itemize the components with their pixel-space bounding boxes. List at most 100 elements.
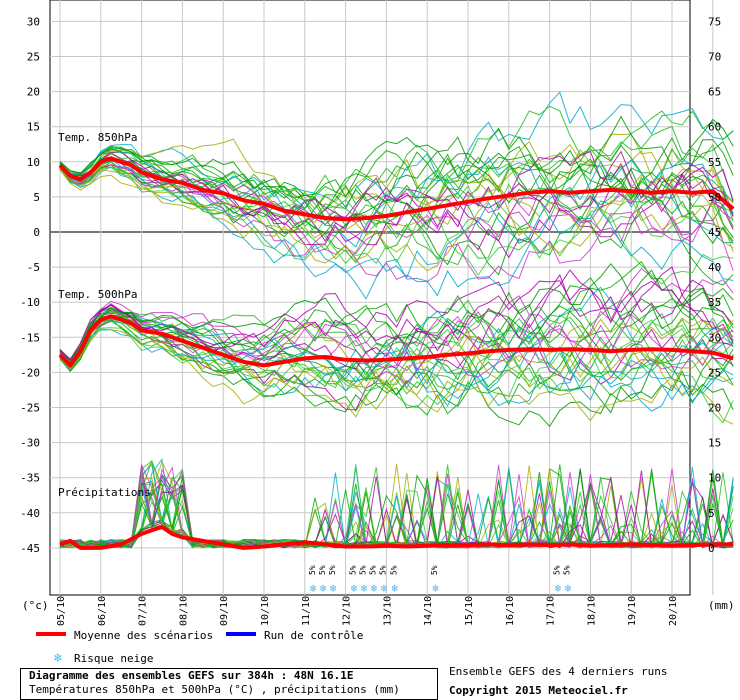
snow-risk-pct: 5% xyxy=(379,565,388,575)
y-right-tick-label: 35 xyxy=(708,296,721,309)
x-date-tick-label: 09/10 xyxy=(219,596,230,626)
label-precip: Précipitations xyxy=(58,486,151,499)
mean-lines xyxy=(58,156,735,550)
member-line-500 xyxy=(59,267,734,372)
y-left-tick-label: -35 xyxy=(20,472,40,485)
member-line-500 xyxy=(59,314,734,396)
y-right-tick-label: 15 xyxy=(708,437,721,450)
member-line-500 xyxy=(59,318,734,385)
legend-mean-label: Moyenne des scénarios xyxy=(74,629,214,642)
member-line-850 xyxy=(59,144,734,228)
y-left-tick-label: 0 xyxy=(33,226,40,239)
title-line1: Diagramme des ensembles GEFS sur 384h : … xyxy=(29,669,354,682)
member-line-500 xyxy=(59,320,734,428)
x-date-tick-label: 15/10 xyxy=(464,596,475,626)
y-right-tick-label: 45 xyxy=(708,226,721,239)
y-right-tick-label: 20 xyxy=(708,402,721,415)
x-date-tick-label: 11/10 xyxy=(301,596,312,626)
x-date-tick-label: 10/10 xyxy=(260,596,271,626)
y-right-tick-label: 10 xyxy=(708,472,721,485)
y-left-tick-label: 10 xyxy=(27,156,40,169)
member-line-850 xyxy=(59,115,734,198)
unit-left: (°c) xyxy=(22,599,49,612)
snowflake-icon: ❄ xyxy=(371,582,378,595)
member-line-850 xyxy=(59,164,734,259)
snow-risk-markers: 5%❄5%❄5%❄5%❄5%❄5%❄5%❄5%❄5%❄5%❄5%❄ xyxy=(308,565,572,595)
member-line-500 xyxy=(59,319,734,397)
snow-risk-pct: 5% xyxy=(369,565,378,575)
snowflake-icon: ❄ xyxy=(381,582,388,595)
member-line-500 xyxy=(59,308,734,369)
member-line-850 xyxy=(59,91,734,210)
snowflake-icon: ❄ xyxy=(361,582,368,595)
mean-line-0 xyxy=(58,156,735,222)
member-line-500 xyxy=(59,320,734,412)
member-line-850 xyxy=(59,118,734,221)
snowflake-icon: ❄ xyxy=(391,582,398,595)
title-line2: Températures 850hPa et 500hPa (°C) , pré… xyxy=(29,683,400,696)
x-date-tick-label: 14/10 xyxy=(423,596,434,626)
legend-snow-label: Risque neige xyxy=(74,652,154,665)
y-right-tick-label: 0 xyxy=(708,542,715,555)
member-line-500 xyxy=(59,299,734,381)
y-left-tick-label: 5 xyxy=(33,191,40,204)
snow-risk-pct: 5% xyxy=(553,565,562,575)
title-box: Diagramme des ensembles GEFS sur 384h : … xyxy=(20,668,438,700)
mean-line-1 xyxy=(58,314,734,368)
y-left-tick-label: 30 xyxy=(27,15,40,28)
snow-risk-pct: 5% xyxy=(430,565,439,575)
y-right-tick-label: 70 xyxy=(708,51,721,64)
y-right-tick-label: 50 xyxy=(708,191,721,204)
member-line-precip xyxy=(59,464,734,550)
member-line-500 xyxy=(59,260,734,362)
y-left-tick-label: -15 xyxy=(20,331,40,344)
y-left-tick-label: 15 xyxy=(27,121,40,134)
y-left-tick-label: -45 xyxy=(20,542,40,555)
snowflake-icon: ❄ xyxy=(351,582,358,595)
member-line-850 xyxy=(59,140,734,229)
snowflake-icon: ❄ xyxy=(54,651,62,666)
snow-risk-pct: 5% xyxy=(308,565,317,575)
member-line-850 xyxy=(59,166,734,238)
snow-risk-pct: 5% xyxy=(349,565,358,575)
y-left-tick-label: 25 xyxy=(27,51,40,64)
snowflake-icon: ❄ xyxy=(320,582,327,595)
member-line-850 xyxy=(59,150,734,246)
x-date-tick-label: 08/10 xyxy=(178,596,189,626)
snow-risk-pct: 5% xyxy=(359,565,368,575)
member-line-850 xyxy=(59,169,734,272)
y-right-tick-label: 60 xyxy=(708,121,721,134)
snowflake-icon: ❄ xyxy=(565,582,572,595)
member-line-500 xyxy=(59,307,734,362)
y-right-tick-label: 25 xyxy=(708,366,721,379)
y-right-tick-label: 5 xyxy=(708,507,715,520)
snow-risk-pct: 5% xyxy=(318,565,327,575)
x-axis-date-ticks: 05/10 06/10 07/10 08/10 09/10 10/10 11/10 12/10… xyxy=(56,596,679,626)
member-line-850 xyxy=(59,158,734,281)
x-date-tick-label: 18/10 xyxy=(586,596,597,626)
y-left-tick-label: -30 xyxy=(20,437,40,450)
y-left-tick-label: -25 xyxy=(20,402,40,415)
member-line-500 xyxy=(59,280,734,361)
legend-control-swatch xyxy=(226,632,256,636)
snowflake-icon: ❄ xyxy=(555,582,562,595)
x-date-tick-label: 17/10 xyxy=(546,596,557,626)
legend-runs-label: Ensemble GEFS des 4 derniers runs xyxy=(449,665,668,678)
y-right-tick-label: 40 xyxy=(708,261,721,274)
y-left-tick-label: -20 xyxy=(20,366,40,379)
member-line-500 xyxy=(59,262,734,361)
unit-right: (mm) xyxy=(708,599,735,612)
y-right-tick-label: 75 xyxy=(708,15,721,28)
copyright: Copyright 2015 Meteociel.fr xyxy=(449,684,628,697)
y-left-tick-label: -40 xyxy=(20,507,40,520)
snow-risk-pct: 5% xyxy=(389,565,398,575)
x-date-tick-label: 16/10 xyxy=(505,596,516,626)
x-date-tick-label: 20/10 xyxy=(668,596,679,626)
member-line-850 xyxy=(59,146,734,248)
x-date-tick-label: 05/10 xyxy=(56,596,67,626)
member-line-500 xyxy=(59,277,734,363)
y-right-tick-label: 30 xyxy=(708,331,721,344)
snowflake-icon: ❄ xyxy=(330,582,337,595)
